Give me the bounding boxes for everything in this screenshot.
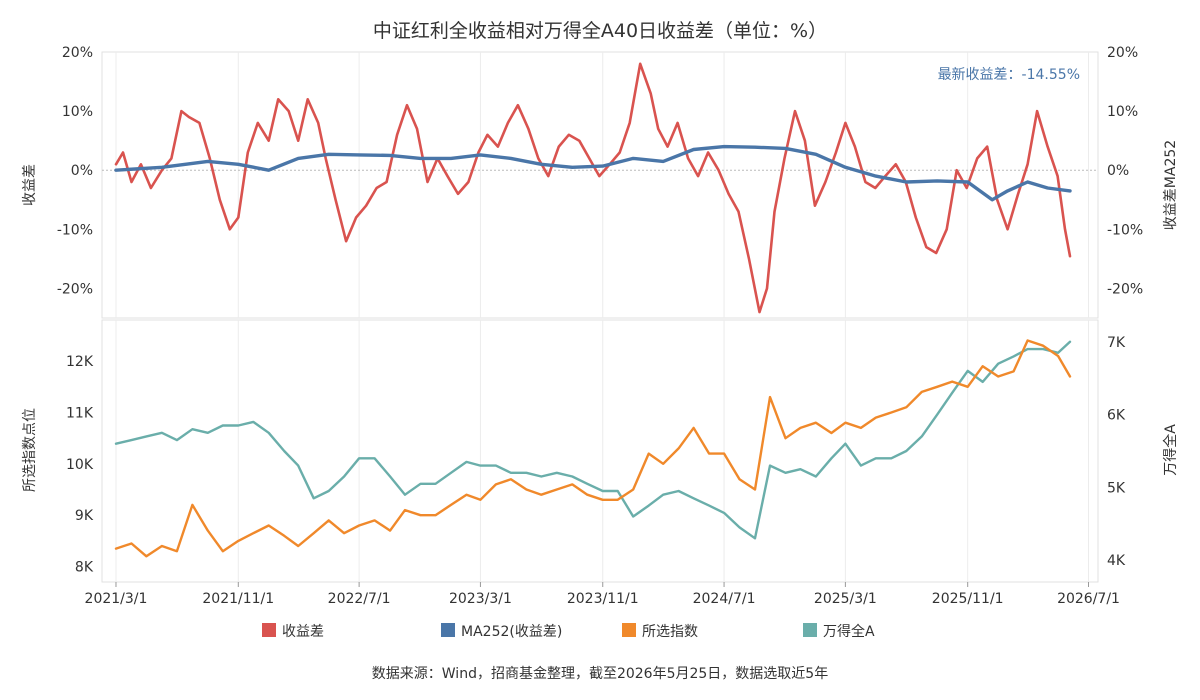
ma252-line: [114, 144, 1072, 202]
top-right-axis: 20% 10% 0% -10% -20%: [1107, 45, 1143, 297]
top-left-axis: 20% 10% 0% -10% -20%: [57, 45, 93, 297]
selected-index-line: [114, 339, 1072, 558]
x-tick-label: 2024/7/1: [693, 591, 756, 607]
bottom-right-tick-label: 6K: [1107, 408, 1126, 424]
source-note: 数据来源：Wind，招商基金整理，截至2026年5月25日，数据选取近5年: [372, 665, 828, 682]
legend-item: 所选指数: [622, 623, 698, 640]
x-tick-label: 2025/3/1: [814, 591, 877, 607]
top-left-tick-label: 0%: [71, 163, 93, 179]
bottom-right-axis-label: 万得全A: [1162, 424, 1179, 476]
bottom-left-tick-label: 8K: [75, 560, 94, 576]
legend-label: MA252(收益差): [461, 624, 562, 640]
x-tick-label: 2021/3/1: [85, 591, 148, 607]
top-right-tick-label: 0%: [1107, 163, 1129, 179]
legend-swatch: [622, 623, 636, 637]
x-tick-label: 2026/7/1: [1057, 591, 1120, 607]
bottom-right-axis: 7K 6K 5K 4K: [1107, 335, 1126, 569]
spread-line: [114, 62, 1072, 314]
legend-label: 所选指数: [642, 624, 698, 640]
legend-swatch: [803, 623, 817, 637]
bottom-left-tick-label: 9K: [75, 508, 94, 524]
top-right-tick-label: -20%: [1107, 281, 1143, 297]
wind-all-a-line: [114, 340, 1072, 540]
x-tick-label: 2022/7/1: [328, 591, 391, 607]
legend-item: 收益差: [262, 623, 324, 640]
bottom-left-tick-label: 12K: [66, 354, 94, 370]
legend: 收益差 MA252(收益差) 所选指数 万得全A: [262, 623, 875, 640]
top-right-tick-label: 20%: [1107, 45, 1138, 61]
legend-label: 收益差: [282, 624, 324, 640]
legend-item: MA252(收益差): [441, 623, 562, 640]
legend-label: 万得全A: [823, 623, 875, 640]
x-tick-label: 2023/11/1: [567, 591, 639, 607]
bottom-left-axis: 12K 11K 10K 9K 8K: [66, 354, 94, 575]
chart-title: 中证红利全收益相对万得全A40日收益差（单位：%）: [373, 20, 827, 42]
bottom-panel: 12K 11K 10K 9K 8K 7K 6K 5K 4K 所选指数点位 万得全A: [22, 319, 1179, 583]
top-right-tick-label: -10%: [1107, 222, 1143, 238]
x-axis: 2021/3/1 2021/11/1 2022/7/1 2023/3/1 2023/11…: [85, 582, 1120, 607]
bottom-right-tick-label: 5K: [1107, 480, 1126, 496]
top-left-tick-label: 20%: [62, 45, 93, 61]
top-panel: 20% 10% 0% -10% -20% 20% 10% 0% -10% -20% 收益差 收益…: [22, 45, 1179, 319]
x-tick-label: 2023/3/1: [449, 591, 512, 607]
bottom-right-tick-label: 4K: [1107, 553, 1126, 569]
latest-spread-annotation: 最新收益差：-14.55%: [938, 67, 1080, 83]
x-tick-label: 2025/11/1: [932, 591, 1004, 607]
top-panel-frame: [101, 51, 1099, 319]
top-series-group: [114, 62, 1072, 314]
top-right-tick-label: 10%: [1107, 104, 1138, 120]
legend-swatch: [262, 623, 276, 637]
top-left-tick-label: -20%: [57, 281, 93, 297]
legend-swatch: [441, 623, 455, 637]
top-left-tick-label: -10%: [57, 222, 93, 238]
top-vertical-gridlines: [115, 52, 1090, 318]
bottom-left-axis-label: 所选指数点位: [22, 408, 38, 492]
bottom-left-tick-label: 11K: [66, 405, 94, 421]
bottom-panel-frame: [101, 319, 1099, 583]
legend-item: 万得全A: [803, 623, 875, 640]
top-left-tick-label: 10%: [62, 104, 93, 120]
bottom-vertical-gridlines: [115, 320, 1090, 582]
top-left-axis-label: 收益差: [22, 164, 38, 206]
bottom-series-group: [114, 339, 1072, 558]
bottom-right-tick-label: 7K: [1107, 335, 1126, 351]
x-tick-label: 2021/11/1: [202, 591, 274, 607]
top-right-axis-label: 收益差MA252: [1163, 140, 1179, 230]
bottom-left-tick-label: 10K: [66, 457, 94, 473]
